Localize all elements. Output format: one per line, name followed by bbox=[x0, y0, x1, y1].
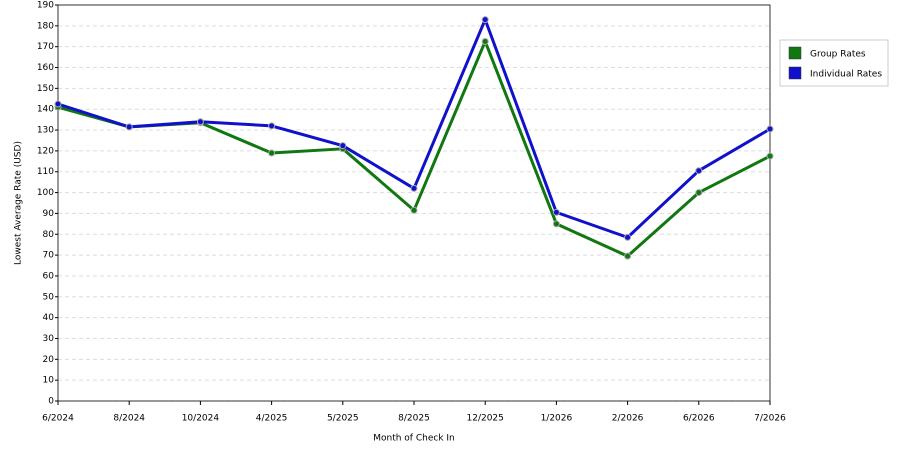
y-tick-label: 80 bbox=[43, 230, 55, 240]
legend-swatch bbox=[788, 46, 802, 60]
data-point bbox=[410, 206, 418, 214]
x-tick-label: 6/2024 bbox=[42, 414, 74, 424]
y-tick-label: 0 bbox=[48, 397, 54, 407]
x-tick-label: 8/2024 bbox=[113, 414, 145, 424]
data-point bbox=[410, 184, 418, 192]
data-point bbox=[54, 100, 62, 108]
data-point bbox=[624, 252, 632, 260]
y-tick-label: 70 bbox=[43, 251, 55, 261]
y-tick-label: 90 bbox=[43, 209, 55, 219]
legend-label: Group Rates bbox=[810, 50, 866, 60]
y-tick-label: 10 bbox=[43, 376, 55, 386]
x-tick-label: 10/2024 bbox=[182, 414, 220, 424]
y-tick-label: 50 bbox=[43, 292, 55, 302]
y-tick-label: 40 bbox=[43, 313, 55, 323]
data-point bbox=[695, 189, 703, 197]
legend-swatch bbox=[788, 66, 802, 80]
data-point bbox=[481, 37, 489, 45]
y-tick-label: 180 bbox=[37, 21, 54, 31]
data-point bbox=[766, 152, 774, 160]
x-tick-label: 5/2025 bbox=[327, 414, 359, 424]
data-point bbox=[268, 149, 276, 157]
x-tick-label: 2/2026 bbox=[612, 414, 644, 424]
y-tick-label: 20 bbox=[43, 355, 55, 365]
y-tick-label: 30 bbox=[43, 334, 55, 344]
y-tick-label: 110 bbox=[37, 167, 54, 177]
y-tick-label: 60 bbox=[43, 271, 55, 281]
data-point bbox=[268, 122, 276, 130]
data-point bbox=[339, 142, 347, 150]
y-tick-label: 140 bbox=[37, 105, 54, 115]
data-point bbox=[552, 220, 560, 228]
series-line bbox=[57, 18, 771, 239]
y-tick-label: 100 bbox=[37, 188, 54, 198]
y-tick-label: 150 bbox=[37, 84, 54, 94]
data-point bbox=[125, 123, 133, 131]
x-tick-label: 6/2026 bbox=[683, 414, 715, 424]
series-line bbox=[57, 39, 771, 258]
x-tick-label: 4/2025 bbox=[256, 414, 288, 424]
data-point bbox=[624, 233, 632, 241]
x-tick-label: 1/2026 bbox=[541, 414, 573, 424]
y-tick-label: 120 bbox=[37, 146, 54, 156]
y-axis-label: Lowest Average Rate (USD) bbox=[14, 141, 24, 265]
x-tick-label: 8/2025 bbox=[398, 414, 430, 424]
data-point bbox=[552, 208, 560, 216]
x-tick-label: 7/2026 bbox=[754, 414, 786, 424]
data-point bbox=[481, 16, 489, 24]
x-axis-label: Month of Check In bbox=[373, 434, 455, 444]
data-point bbox=[196, 118, 204, 126]
data-point bbox=[766, 125, 774, 133]
x-tick-label: 12/2025 bbox=[467, 414, 504, 424]
y-tick-label: 130 bbox=[37, 126, 54, 136]
y-tick-label: 170 bbox=[37, 42, 54, 52]
y-tick-label: 160 bbox=[37, 63, 54, 73]
legend-label: Individual Rates bbox=[810, 70, 882, 80]
data-point bbox=[695, 167, 703, 175]
y-tick-label: 190 bbox=[37, 1, 54, 11]
